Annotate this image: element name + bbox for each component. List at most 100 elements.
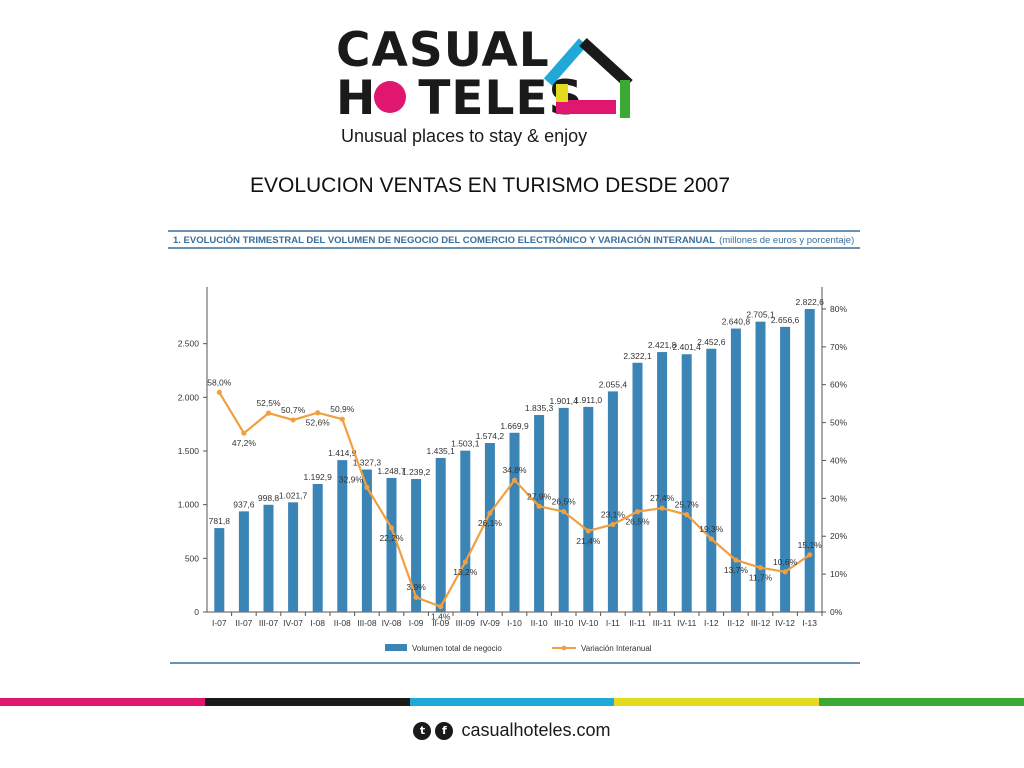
y-right-tick-label: 80% [830, 304, 847, 314]
x-tick-label: III-11 [653, 618, 672, 628]
line-point [487, 510, 493, 516]
line-point [339, 416, 345, 422]
bar-data-label: 2.452,6 [697, 337, 726, 347]
x-tick-label: II-07 [235, 618, 252, 628]
x-tick-label: I-11 [606, 618, 620, 628]
legend-label-line: Variación Interanual [581, 644, 652, 653]
bar-data-label: 2.656,6 [771, 315, 800, 325]
line-data-label: 32,9% [339, 474, 364, 484]
x-tick-label: II-11 [629, 618, 646, 628]
line-point [241, 430, 247, 436]
logo-wordmark-casual: CASUAL [336, 23, 550, 78]
bar-data-label: 2.822,6 [796, 297, 825, 307]
line-data-label: 47,2% [232, 438, 257, 448]
y-right-tick-label: 50% [830, 418, 847, 428]
twitter-icon[interactable]: t [413, 721, 432, 740]
bar-data-label: 2.401,4 [673, 342, 702, 352]
bar [337, 460, 348, 612]
line-data-label: 26,1% [478, 518, 503, 528]
bar [804, 309, 815, 612]
line-data-label: 52,6% [306, 418, 331, 428]
line-data-label: 15,1% [798, 540, 823, 550]
bar [238, 511, 249, 612]
bar [681, 354, 692, 612]
stripe-green [819, 698, 1024, 706]
plot-area: 0 500 1.000 1.500 2.000 2.500 0% 10% 20% 30% 40% 50… [178, 287, 847, 628]
chart-title: 1. EVOLUCIÓN TRIMESTRAL DEL VOLUMEN DE N… [173, 234, 854, 246]
line-point [536, 503, 542, 509]
logo-house-icon [543, 37, 633, 118]
bar [706, 348, 717, 612]
bar [780, 326, 791, 612]
facebook-icon[interactable]: f [435, 721, 454, 740]
bar-data-label: 2.055,4 [599, 379, 628, 389]
bar-data-label: 2.421,8 [648, 340, 677, 350]
x-tick-label: III-08 [357, 618, 377, 628]
bar-data-label: 1.669,9 [500, 421, 529, 431]
legend-swatch-bar [385, 644, 407, 651]
bar [509, 432, 520, 612]
line-data-label: 25,7% [675, 500, 700, 510]
line-data-label: 23,1% [601, 509, 626, 519]
legend-label-bar: Volumen total de negocio [412, 644, 502, 653]
line-point [659, 505, 665, 511]
line-point [315, 410, 321, 416]
x-tick-label: IV-12 [775, 618, 795, 628]
line-data-label: 19,3% [699, 524, 724, 534]
line-data-label: 13,7% [724, 565, 749, 575]
bar [288, 502, 299, 612]
color-stripes [0, 698, 1024, 706]
x-tick-label: IV-08 [382, 618, 402, 628]
y-right-tick-label: 30% [830, 493, 847, 503]
line-point [708, 536, 714, 542]
x-tick-label: III-07 [259, 618, 279, 628]
bar-data-label: 1.901,4 [550, 396, 579, 406]
bar-data-label: 781,8 [209, 516, 231, 526]
y-left-tick-label: 2.000 [178, 392, 200, 402]
logo: CASUAL H TELES Unusual places to stay & e… [336, 23, 633, 146]
logo-tagline: Unusual places to stay & enjoy [341, 126, 587, 146]
line-point [733, 557, 739, 563]
line-data-label: 58,0% [207, 377, 232, 387]
x-tick-label: I-10 [507, 618, 522, 628]
stripe-blue [409, 698, 615, 706]
line-data-label: 50,9% [330, 404, 355, 414]
logo-pink-o-circle [374, 81, 406, 113]
line-point [364, 484, 370, 490]
line-point [265, 410, 272, 416]
stripe-yellow [614, 698, 820, 706]
legend-swatch-marker [561, 645, 567, 651]
footer-website-link[interactable]: casualhoteles.com [461, 720, 611, 740]
bar-data-label: 1.327,3 [353, 458, 382, 468]
x-tick-label: IV-10 [578, 618, 598, 628]
bar [657, 352, 668, 612]
bar-data-label: 1.835,3 [525, 403, 554, 413]
bar [534, 415, 545, 612]
x-tick-label: I-08 [310, 618, 325, 628]
line-data-label: 3,9% [406, 582, 426, 592]
bar [312, 483, 323, 612]
line-data-label: 22,2% [379, 533, 404, 543]
bar-data-label: 998,8 [258, 493, 280, 503]
x-tick-label: III-10 [554, 618, 574, 628]
line-point [290, 417, 296, 423]
y-left-tick-label: 1.500 [178, 446, 200, 456]
y-left-tick-label: 2.500 [178, 339, 200, 349]
x-tick-label: IV-11 [677, 618, 696, 628]
bar [386, 477, 397, 612]
y-left-tick-label: 500 [185, 553, 199, 563]
x-tick-label: I-07 [212, 618, 227, 628]
line-data-label: 21,4% [576, 536, 601, 546]
x-tick-label: II-08 [334, 618, 351, 628]
bar [263, 504, 274, 612]
line-point [438, 604, 444, 610]
bar [583, 406, 594, 612]
y-left-tick-label: 0 [194, 607, 199, 617]
line-point [388, 525, 395, 531]
y-right-tick-label: 70% [830, 342, 847, 352]
line-data-label: 52,5% [256, 398, 281, 408]
line-data-label: 27,4% [650, 493, 675, 503]
bar [214, 528, 225, 612]
stripe-pink [0, 698, 205, 706]
chart-legend: Volumen total de negocio Variación Intera… [385, 644, 652, 653]
